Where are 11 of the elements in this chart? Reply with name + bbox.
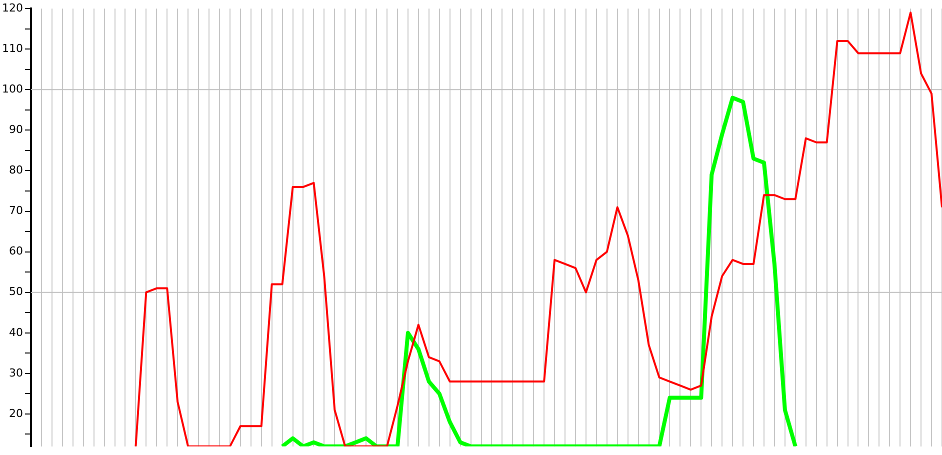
y-tick-label: 20 [8, 406, 23, 420]
y-tick-label: 110 [2, 42, 23, 55]
y-tick-label: 40 [8, 326, 23, 339]
y-tick-label: 50 [8, 285, 23, 298]
y-tick-label: 70 [8, 204, 23, 218]
y-tick-label: 80 [8, 164, 23, 177]
y-tick-label: 30 [8, 366, 23, 380]
y-tick-label: 120 [2, 1, 23, 14]
y-tick-label: 100 [2, 82, 23, 96]
y-tick-label: 60 [8, 244, 23, 258]
y-tick-label: 90 [8, 123, 23, 136]
